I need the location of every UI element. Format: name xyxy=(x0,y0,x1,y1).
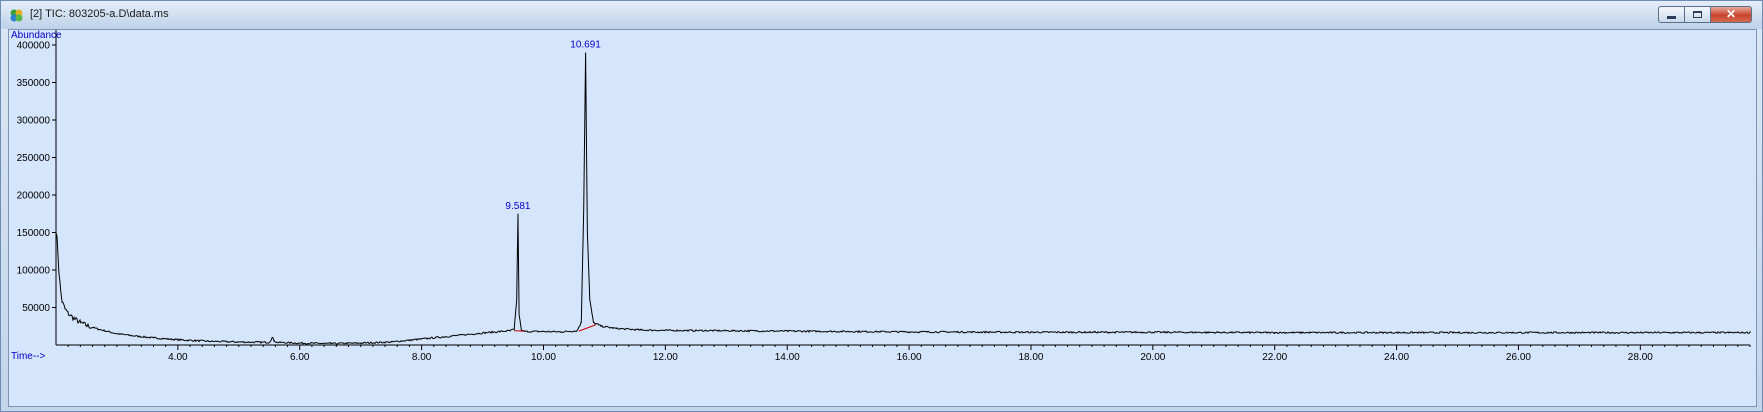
x-tick-label: 24.00 xyxy=(1384,352,1409,363)
close-icon: ✕ xyxy=(1726,7,1737,21)
x-tick-label: 14.00 xyxy=(775,352,800,363)
x-tick-label: 26.00 xyxy=(1506,352,1531,363)
tic-trace xyxy=(55,52,1751,345)
minimize-button[interactable] xyxy=(1658,6,1684,23)
x-ticks: 4.00 6.00 8.00 10.00 12.00 14.00 16.00 18.00 20.… xyxy=(67,345,1751,363)
peak-label: 9.581 xyxy=(505,201,530,212)
y-tick-label: 400000 xyxy=(17,41,51,52)
window-controls: ✕ xyxy=(1658,6,1752,24)
x-tick-label: 10.00 xyxy=(531,352,556,363)
restore-button[interactable] xyxy=(1684,6,1710,23)
x-tick-label: 6.00 xyxy=(290,352,310,363)
y-tick-label: 300000 xyxy=(17,116,51,127)
x-tick-label: 22.00 xyxy=(1262,352,1287,363)
minimize-icon xyxy=(1667,16,1676,19)
integration-baselines xyxy=(514,324,597,332)
x-tick-label: 12.00 xyxy=(653,352,678,363)
close-button[interactable]: ✕ xyxy=(1710,6,1752,23)
tic-line xyxy=(55,52,1751,345)
title-bar[interactable]: [2] TIC: 803205-a.D\data.ms ✕ xyxy=(1,1,1762,29)
restore-icon xyxy=(1693,11,1702,18)
y-tick-label: 150000 xyxy=(17,228,51,239)
chromatogram-app-icon xyxy=(10,9,23,22)
x-tick-label: 4.00 xyxy=(168,352,188,363)
x-tick-label: 20.00 xyxy=(1140,352,1165,363)
y-tick-label: 200000 xyxy=(17,191,51,202)
x-tick-label: 28.00 xyxy=(1628,352,1653,363)
chromatogram-chart: Abundance Time--> 50000 100000 150000 20000… xyxy=(11,30,1751,363)
y-tick-label: 250000 xyxy=(17,153,51,164)
x-tick-label: 18.00 xyxy=(1018,352,1043,363)
window-title: [2] TIC: 803205-a.D\data.ms xyxy=(30,8,169,20)
x-tick-label: 16.00 xyxy=(897,352,922,363)
y-ticks: 50000 100000 150000 200000 250000 300000 35000… xyxy=(17,41,56,314)
x-tick-label: 8.00 xyxy=(412,352,432,363)
x-axis-label: Time--> xyxy=(11,351,46,362)
peak-label: 10.691 xyxy=(570,40,601,51)
y-axis-label: Abundance xyxy=(11,30,62,41)
plot-area[interactable]: Abundance Time--> 50000 100000 150000 20000… xyxy=(8,29,1757,407)
peak-annotations: 9.581 10.691 xyxy=(505,40,601,212)
peak-baseline xyxy=(578,324,597,332)
y-tick-label: 50000 xyxy=(22,303,50,314)
y-tick-label: 100000 xyxy=(17,266,51,277)
y-tick-label: 350000 xyxy=(17,78,51,89)
